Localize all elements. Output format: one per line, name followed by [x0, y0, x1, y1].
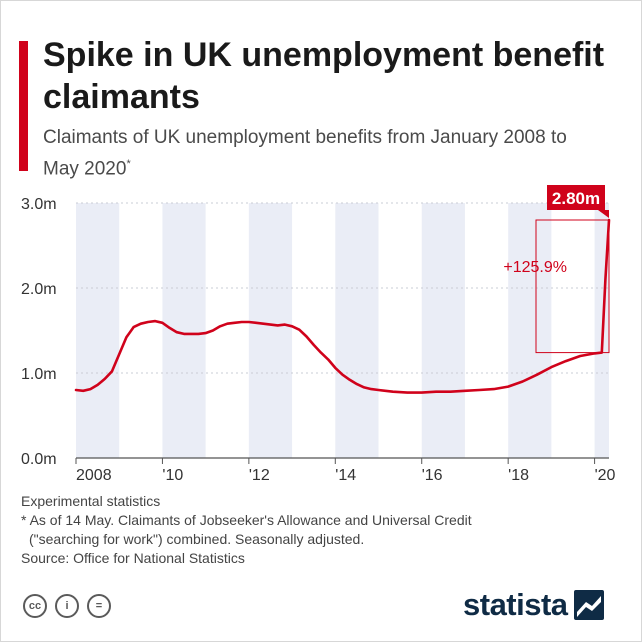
x-tick-label: '20 [595, 467, 616, 481]
year-band [335, 203, 379, 458]
x-tick-label: '18 [508, 467, 529, 481]
note-combined: ("searching for work") combined. Seasona… [29, 531, 365, 547]
year-band [162, 203, 206, 458]
x-tick-label: '14 [335, 467, 356, 481]
footnotes: Experimental statistics * As of 14 May. … [21, 492, 621, 568]
value-callout-label: 2.80m [552, 189, 600, 208]
line-chart: 0.0m1.0m2.0m3.0m 2008'10'12'14'16'18'20 … [21, 185, 616, 481]
year-band [421, 203, 465, 458]
series-layer [74, 218, 611, 394]
year-band [76, 203, 120, 458]
statista-mark-icon [573, 590, 604, 620]
value-callout-box [547, 185, 605, 210]
attribution-icon[interactable]: i [55, 594, 79, 618]
creative-commons-icon[interactable]: cc [23, 594, 47, 618]
y-tick-label: 2.0m [21, 281, 57, 298]
x-tick-label: '10 [162, 467, 183, 481]
year-band [248, 203, 293, 458]
note-experimental: Experimental statistics [21, 493, 161, 509]
y-axis-ticks: 0.0m 1.0m 2.0m 3.0m [21, 196, 57, 468]
no-derivatives-icon[interactable]: = [87, 594, 111, 618]
year-band [508, 203, 552, 458]
note-as-of: * As of 14 May. Claimants of Jobseeker's… [21, 512, 472, 528]
y-tick-label: 3.0m [21, 196, 57, 213]
subtitle-footnote-marker: * [126, 158, 131, 170]
license-icons: cc i = [23, 594, 111, 618]
x-tick-label: 2008 [76, 467, 112, 481]
year-bands [76, 203, 609, 458]
brand-name: statista [463, 587, 568, 622]
title-accent-bar [19, 41, 28, 171]
chart-title: Spike in UK unemployment benefit claiman… [43, 36, 605, 116]
source-note: Source: Office for National Statistics [21, 550, 245, 566]
change-bracket-box [535, 219, 610, 354]
series-line-claimants [74, 218, 611, 394]
statista-logo[interactable]: statista [463, 587, 604, 623]
y-tick-label: 1.0m [21, 366, 57, 383]
x-tick-label: '12 [249, 467, 270, 481]
percent-change-label: +125.9% [503, 259, 567, 276]
chart-subtitle: Claimants of UK unemployment benefits fr… [43, 124, 603, 182]
y-tick-label: 0.0m [21, 451, 57, 468]
value-callout-pointer [598, 210, 609, 218]
x-tick-label: '16 [422, 467, 443, 481]
annotations [535, 219, 610, 354]
annotation-labels: 2.80m +125.9% [503, 185, 609, 276]
subtitle-text: Claimants of UK unemployment benefits fr… [43, 127, 567, 180]
x-axis-ticks: 2008 '10 '12 '14 '16 '18 '20 [75, 458, 616, 481]
